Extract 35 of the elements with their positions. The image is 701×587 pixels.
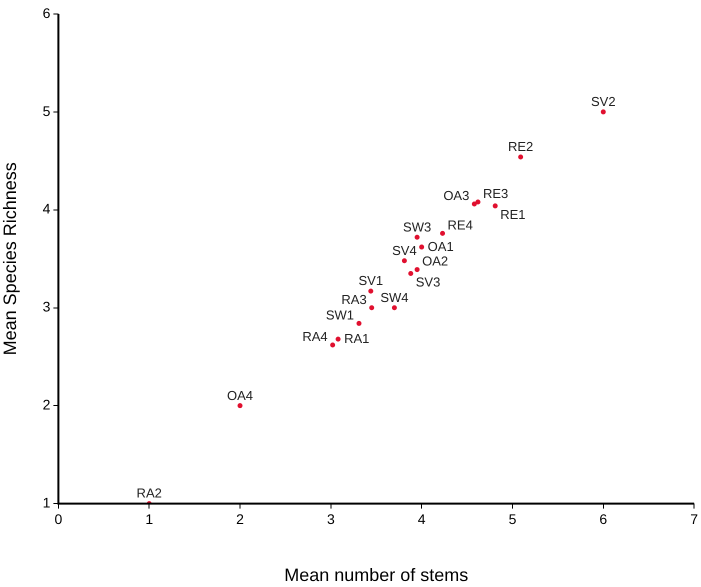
x-tick-label: 6 — [599, 510, 608, 527]
x-tick-label: 3 — [326, 510, 335, 527]
annotation: RE4 — [448, 217, 473, 232]
annotation: SW3 — [403, 219, 432, 234]
annotation: SV4 — [392, 242, 417, 258]
y-axis-title: Mean Species Richness — [0, 162, 20, 356]
annotation: SW4 — [380, 290, 408, 305]
annotation: SV1 — [358, 273, 384, 288]
annotation: OA4 — [227, 388, 254, 403]
annotation: RE1 — [500, 207, 526, 222]
x-tick-label: 2 — [236, 510, 244, 527]
annotation: RA3 — [341, 292, 367, 307]
y-tick-label: 1 — [42, 494, 51, 510]
annotation: OA1 — [428, 239, 454, 254]
annotation: SV3 — [416, 274, 440, 290]
y-tick-label: 6 — [42, 4, 51, 21]
annotation: RA1 — [344, 331, 370, 346]
annotation: RA4 — [302, 329, 328, 344]
x-tick-label: 5 — [508, 510, 517, 527]
annotation: RE2 — [508, 139, 534, 154]
y-tick-label: 2 — [42, 396, 51, 413]
y-tick-label: 5 — [42, 102, 51, 119]
x-tick-label: 0 — [54, 510, 62, 527]
x-axis-title: Mean number of stems — [284, 565, 468, 586]
y-tick-label: 3 — [42, 298, 51, 315]
x-tick-label: 7 — [690, 510, 698, 527]
annotation: RA2 — [136, 486, 162, 501]
x-tick-label: 4 — [418, 510, 426, 527]
x-tick-label: 1 — [145, 510, 154, 527]
annotation: SV2 — [591, 94, 616, 109]
annotation: OA3 — [443, 188, 470, 204]
annotation: OA2 — [422, 254, 448, 269]
annotation: SW1 — [326, 308, 354, 323]
annotation: RE3 — [482, 186, 508, 202]
y-tick-label: 4 — [42, 200, 51, 217]
